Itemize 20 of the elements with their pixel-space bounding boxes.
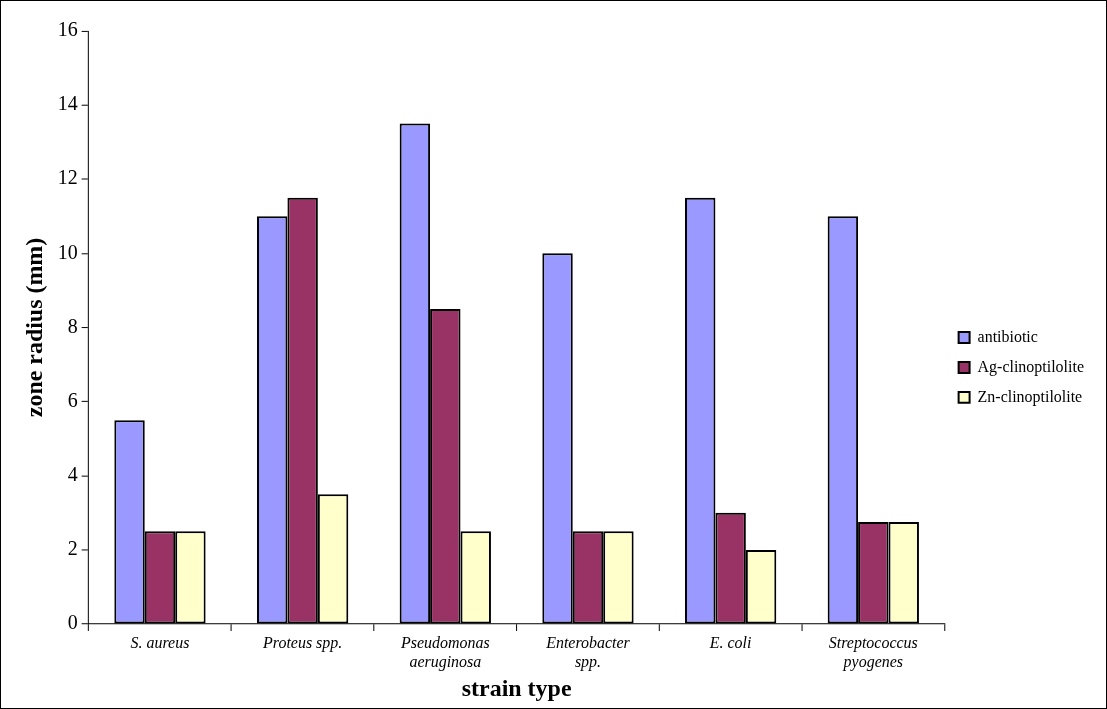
legend-label: Ag-clinoptilolite bbox=[977, 357, 1084, 376]
y-tick-label: 2 bbox=[67, 537, 78, 560]
x-tick-label: E. coli bbox=[708, 633, 752, 651]
y-tick-label: 8 bbox=[67, 314, 78, 337]
y-tick-label: 10 bbox=[57, 240, 78, 263]
y-tick-label: 14 bbox=[57, 92, 78, 115]
y-tick-label: 16 bbox=[57, 18, 78, 41]
y-tick-label: 6 bbox=[67, 388, 78, 411]
y-tick-label: 12 bbox=[57, 166, 78, 189]
x-tick-label: Pseudomonas aeruginosa bbox=[399, 633, 490, 671]
x-tick-label: Streptococcus pyogenes bbox=[828, 633, 918, 671]
y-tick-label: 0 bbox=[67, 611, 78, 634]
y-axis-title: zone radius (mm) bbox=[20, 237, 47, 418]
legend-label: Zn-clinoptilolite bbox=[977, 387, 1083, 406]
x-tick-label: S. aureus bbox=[130, 633, 190, 651]
y-tick-label: 4 bbox=[67, 463, 78, 485]
x-tick-label: Enterobacter spp. bbox=[545, 633, 631, 671]
x-tick-label: Proteus spp. bbox=[262, 633, 343, 652]
legend-label: antibiotic bbox=[977, 327, 1038, 345]
x-axis-title: strain type bbox=[461, 674, 572, 701]
